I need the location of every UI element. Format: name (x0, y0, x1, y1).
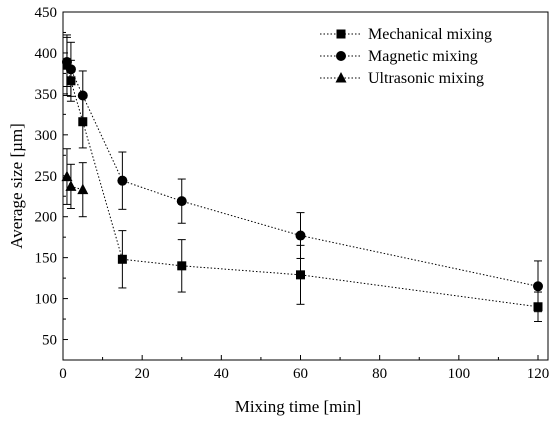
y-axis-ticks: 50 100 150 200 250 300 350 400 450 (35, 5, 68, 349)
x-axis-ticks: 0 20 40 60 80 100 120 (59, 355, 549, 382)
series-circle (61, 36, 543, 313)
legend-label: Ultrasonic mixing (368, 70, 484, 87)
legend-marker-square (336, 29, 346, 39)
y-axis-title: Average size [µm] (7, 123, 26, 249)
x-tick-label: 20 (135, 366, 150, 382)
y-tick-label: 450 (35, 5, 58, 21)
x-axis-title: Mixing time [min] (235, 397, 362, 416)
data-point (117, 175, 128, 186)
data-point (296, 270, 305, 280)
legend-marker-triangle (335, 72, 347, 83)
data-point (176, 196, 187, 207)
legend-marker-circle (336, 51, 346, 61)
legend-label: Mechanical mixing (368, 26, 492, 43)
x-tick-label: 60 (293, 366, 308, 382)
data-point (533, 281, 543, 292)
x-tick-label: 80 (372, 366, 387, 382)
data-point (65, 64, 76, 75)
data-point (77, 183, 89, 195)
plot-frame (62, 11, 549, 361)
y-tick-label: 100 (35, 292, 58, 308)
data-point (77, 90, 88, 101)
y-tick-label: 300 (35, 128, 58, 144)
data-point (78, 117, 88, 127)
series-line (66, 61, 539, 287)
data-point (65, 180, 77, 191)
series-triangle (61, 148, 89, 218)
y-tick-label: 250 (35, 169, 58, 185)
data-point (295, 230, 306, 241)
x-tick-label: 40 (214, 366, 229, 382)
y-tick-label: 400 (35, 46, 58, 62)
series-layer (61, 34, 543, 323)
data-point (61, 56, 72, 67)
data-point (177, 261, 187, 271)
y-tick-label: 200 (35, 210, 58, 226)
x-tick-label: 100 (448, 366, 471, 382)
y-tick-label: 50 (42, 333, 57, 349)
y-tick-label: 150 (35, 251, 58, 267)
legend-label: Magnetic mixing (368, 48, 478, 65)
data-point (117, 254, 127, 264)
x-tick-label: 0 (59, 366, 67, 382)
y-tick-label: 350 (35, 87, 58, 103)
x-tick-label: 120 (527, 366, 550, 382)
legend: Mechanical mixing Magnetic mixing Ultrason… (320, 26, 492, 87)
data-point (61, 170, 73, 182)
